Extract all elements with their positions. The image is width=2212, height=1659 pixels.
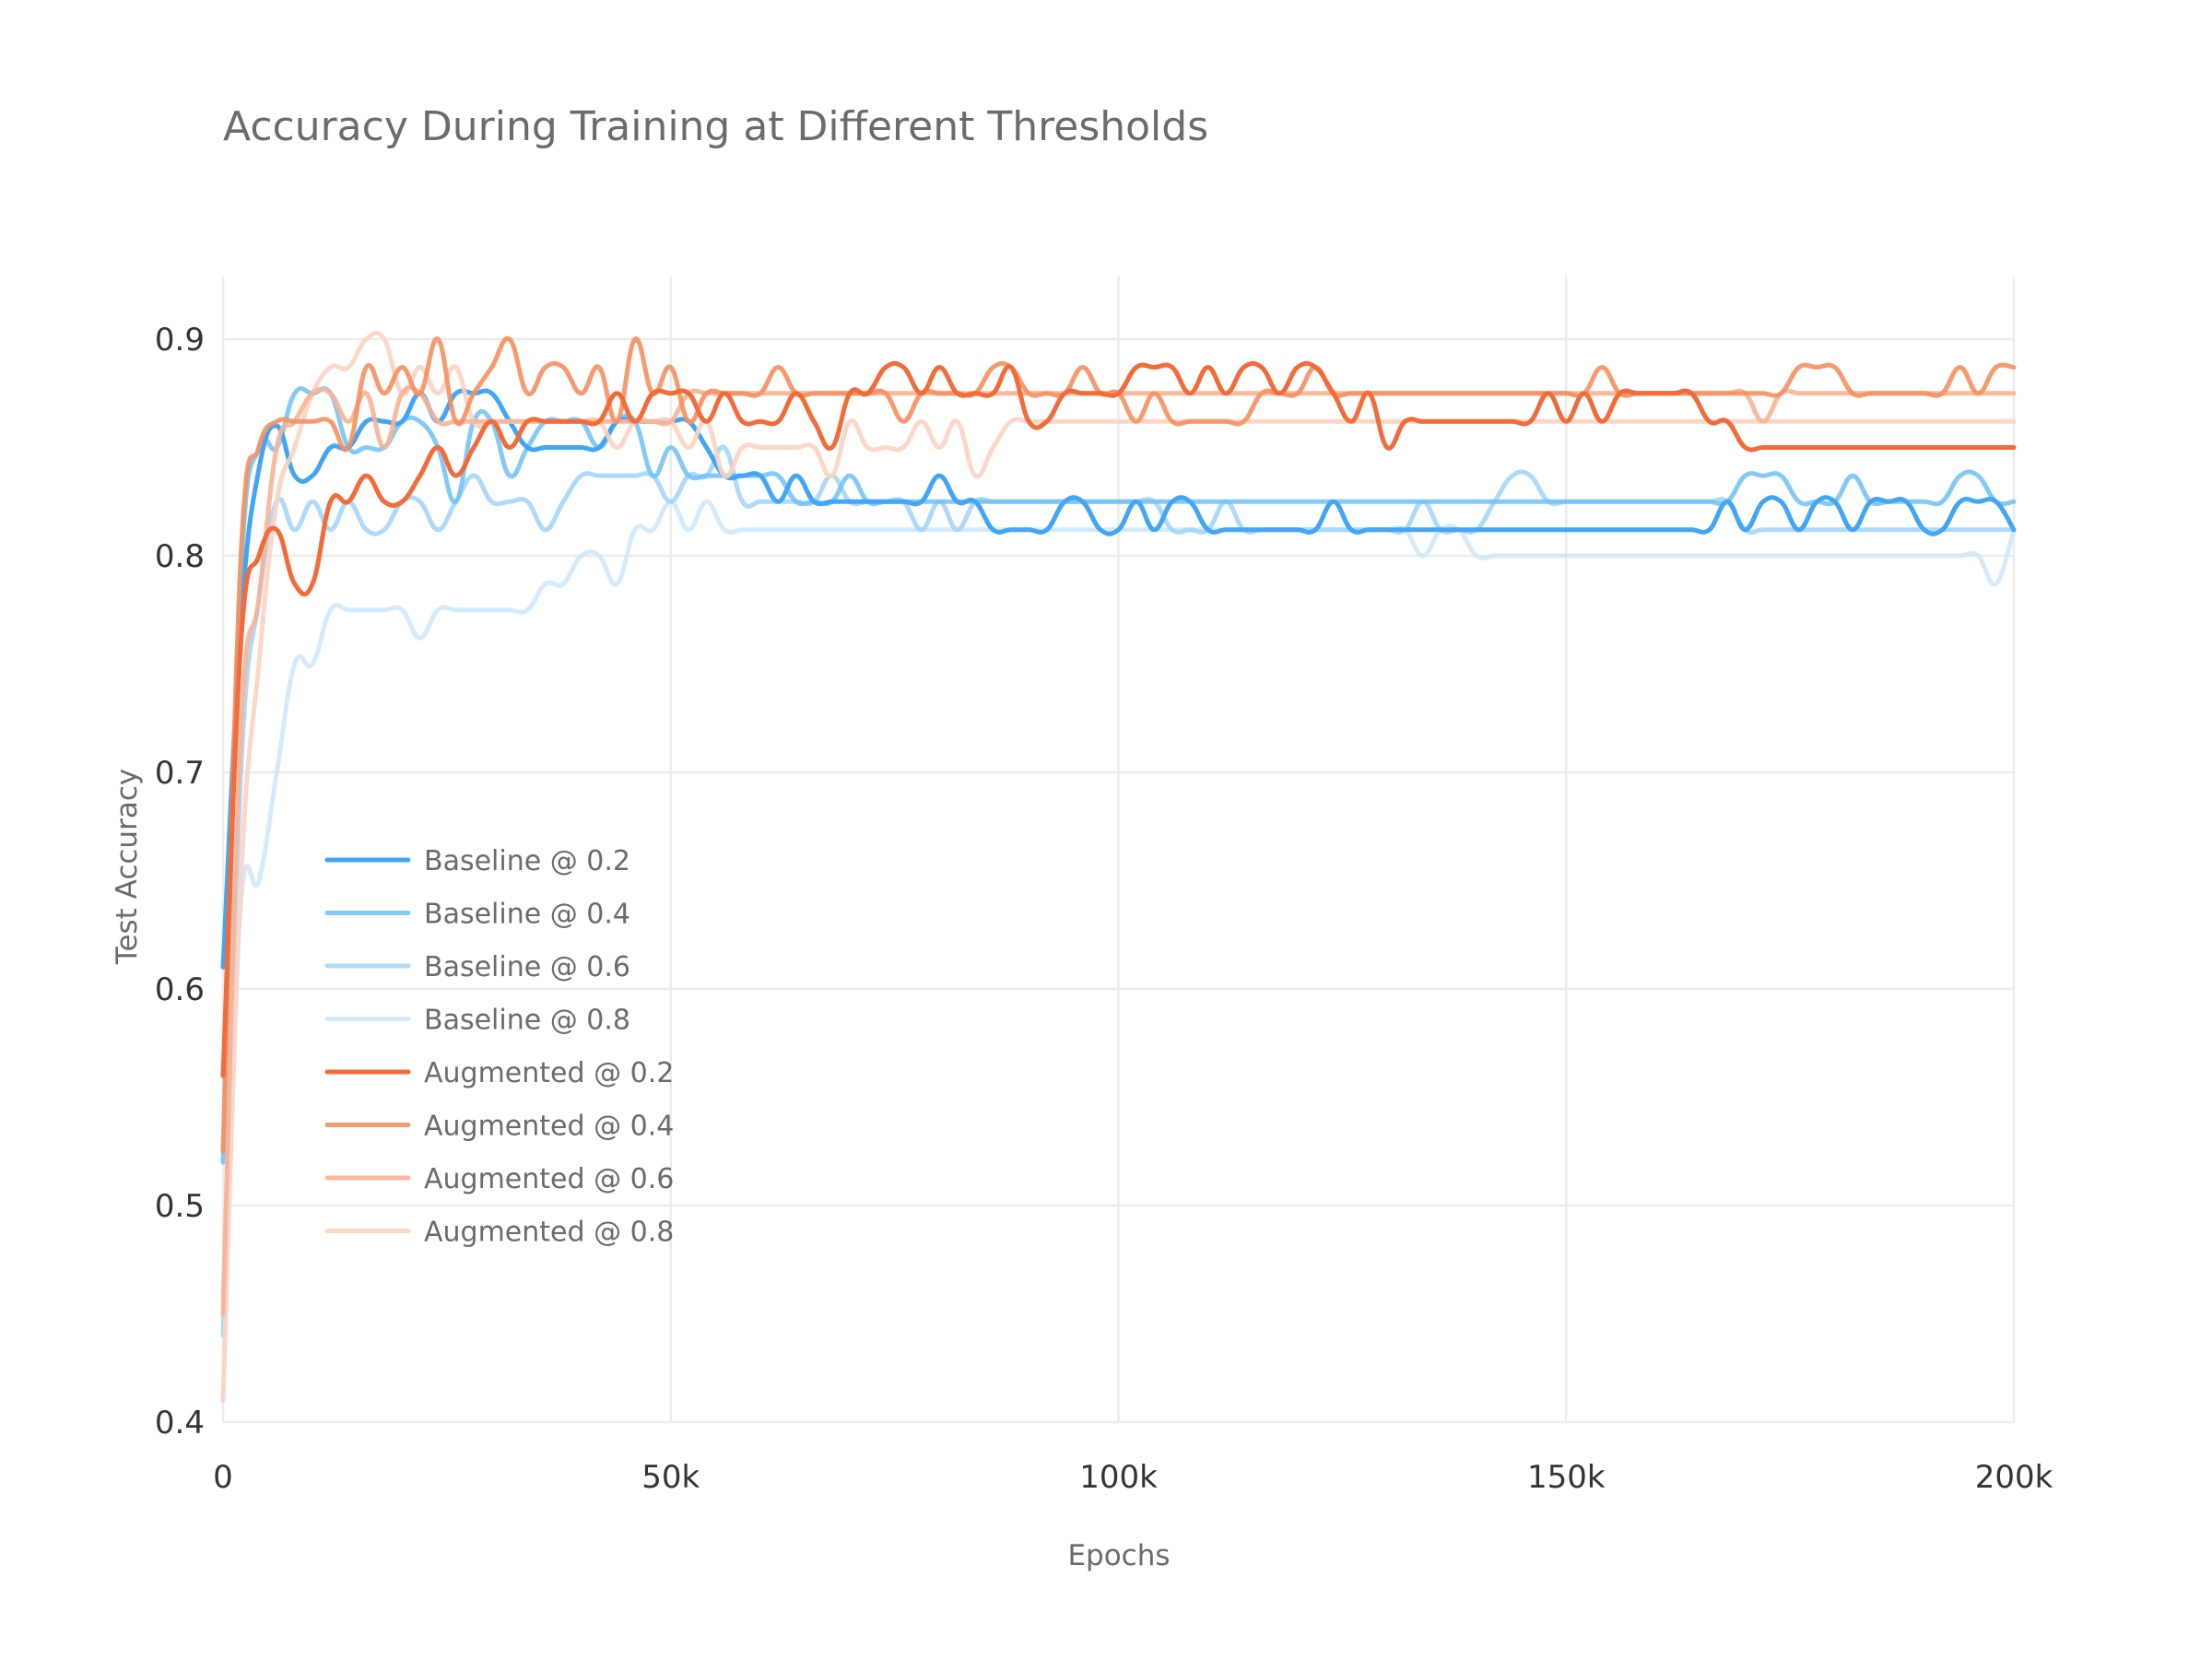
x-tick-label: 50k bbox=[641, 1459, 700, 1496]
legend-item[interactable]: Baseline @ 0.6 bbox=[324, 951, 630, 983]
x-tick-label: 100k bbox=[1079, 1459, 1158, 1496]
y-tick-label: 0.7 bbox=[155, 755, 205, 792]
legend-label: Baseline @ 0.4 bbox=[424, 899, 630, 931]
y-tick-label: 0.8 bbox=[155, 538, 205, 575]
legend-item[interactable]: Baseline @ 0.8 bbox=[324, 1005, 630, 1037]
legend-item[interactable]: Baseline @ 0.4 bbox=[324, 899, 630, 931]
x-axis-title: Epochs bbox=[1067, 1539, 1170, 1572]
y-tick-label: 0.5 bbox=[155, 1188, 205, 1225]
legend-item[interactable]: Augmented @ 0.8 bbox=[324, 1217, 674, 1249]
legend-label: Augmented @ 0.2 bbox=[424, 1057, 674, 1089]
y-tick-label: 0.4 bbox=[155, 1405, 205, 1441]
y-axis-title: Test Accuracy bbox=[111, 769, 144, 965]
legend-item[interactable]: Baseline @ 0.2 bbox=[324, 845, 630, 877]
y-tick-label: 0.6 bbox=[155, 971, 205, 1008]
series-line-augmented-0-4 bbox=[220, 335, 2017, 1154]
x-tick-label: 0 bbox=[213, 1459, 233, 1496]
y-axis-ticks: 0.4 0.5 0.6 0.7 0.8 0.9 bbox=[155, 322, 205, 1441]
x-tick-label: 150k bbox=[1527, 1459, 1606, 1496]
legend: Baseline @ 0.2 Baseline @ 0.4 Baseline @ 0… bbox=[324, 845, 674, 1249]
series-line-baseline-0-8 bbox=[220, 499, 2017, 1295]
y-tick-label: 0.9 bbox=[155, 322, 205, 359]
legend-item[interactable]: Augmented @ 0.4 bbox=[324, 1111, 674, 1143]
legend-item[interactable]: Augmented @ 0.6 bbox=[324, 1163, 674, 1195]
legend-label: Augmented @ 0.8 bbox=[424, 1217, 674, 1249]
legend-label: Baseline @ 0.6 bbox=[424, 951, 630, 983]
series-line-augmented-0-2 bbox=[220, 360, 2017, 1078]
x-tick-label: 200k bbox=[1975, 1459, 2053, 1496]
legend-item[interactable]: Augmented @ 0.2 bbox=[324, 1057, 674, 1089]
x-axis-ticks: 0 50k 100k 150k 200k bbox=[213, 1459, 2053, 1496]
legend-label: Augmented @ 0.4 bbox=[424, 1111, 674, 1143]
series-lines bbox=[220, 330, 2017, 1403]
series-line-baseline-0-2 bbox=[220, 388, 2017, 970]
legend-label: Baseline @ 0.2 bbox=[424, 845, 630, 877]
chart-title: Accuracy During Training at Different Th… bbox=[223, 103, 1208, 150]
legend-label: Baseline @ 0.8 bbox=[424, 1005, 630, 1037]
legend-label: Augmented @ 0.6 bbox=[424, 1163, 674, 1195]
